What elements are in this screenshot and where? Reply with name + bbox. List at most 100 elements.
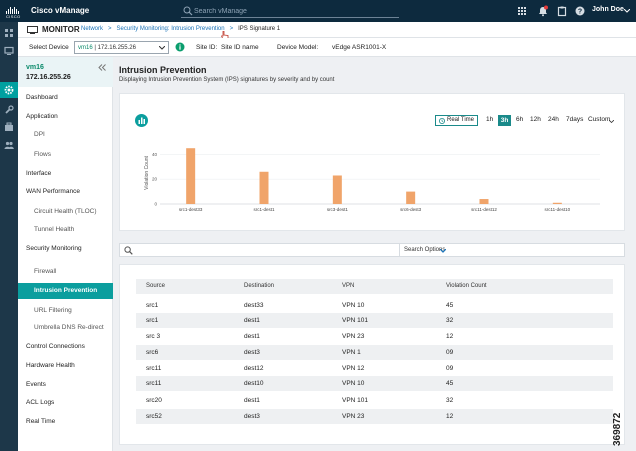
nav-item-acl-logs[interactable]: ACL Logs [18,395,113,411]
table-row[interactable]: src11 dest12 VPN 12 09 [136,361,613,376]
breadcrumb: Network > Security Monitoring: Intrusion P… [81,26,280,32]
tasks-icon[interactable] [556,5,568,17]
chevron-down-icon[interactable] [624,9,630,13]
nav-item-wan-performance[interactable]: WAN Performance [18,184,113,200]
cisco-logo-icon [6,7,19,14]
table-cell: src1 [146,302,159,309]
nav-item-control-connections[interactable]: Control Connections [18,339,113,355]
divider [399,244,400,257]
global-search-input[interactable] [194,5,394,17]
table-cell: dest1 [244,317,260,324]
table-cell: VPN 10 [342,302,365,309]
table-row[interactable]: src11 dest10 VPN 10 45 [136,376,613,391]
table-cell: 45 [446,380,454,387]
nav-item-events[interactable]: Events [18,377,113,393]
device-bar: Select Device vm16 | 172.16.255.26 Site … [18,38,636,57]
chart-bar [552,202,562,204]
violations-table: Source Destination VPN Violation Count src1 d… [119,264,625,445]
column-header[interactable]: Destination [244,283,275,289]
nav-item-application[interactable]: Application [18,109,113,125]
range-3h[interactable]: 3h [498,115,511,126]
nav-item-real-time[interactable]: Real Time [18,414,113,430]
range-6h[interactable]: 6h [516,116,524,123]
table-row[interactable]: src1 dest33 VPN 10 45 [136,298,613,313]
bell-icon[interactable] [537,5,549,17]
chevron-down-icon[interactable] [609,120,614,123]
breadcrumb-network[interactable]: Network [81,26,104,32]
table-cell: dest1 [244,333,260,340]
table-cell: dest3 [244,349,260,356]
table-row[interactable]: src6 dest3 VPN 1 09 [136,345,613,360]
real-time-button[interactable]: Real Time [435,115,478,126]
nav-item-dpi[interactable]: DPI [18,127,113,143]
monitor-icon[interactable] [3,45,15,57]
page-header: MONITOR Network > Security Monitoring: Int… [18,22,636,40]
search-options-button[interactable]: Search Options [404,247,446,253]
gear-icon[interactable] [3,84,15,96]
nav-item-label: DPI [34,131,45,138]
nav-item-dashboard[interactable]: Dashboard [18,90,113,106]
nav-item-security-monitoring[interactable]: Security Monitoring [18,241,113,257]
range-7days[interactable]: 7days [566,116,584,123]
collapse-icon[interactable] [98,64,106,71]
bar-chart-icon[interactable] [135,114,148,127]
nav-item-interface[interactable]: Interface [18,166,113,182]
table-cell: 12 [446,333,454,340]
device-model-value: vEdge ASR1001-X [332,44,387,51]
search-icon [183,6,193,16]
help-icon[interactable]: ? [574,5,586,17]
table-cell: src20 [146,397,162,404]
nav-item-intrusion-prevention[interactable]: Intrusion Prevention [18,283,113,299]
info-icon[interactable] [175,42,185,52]
dashboard-icon[interactable] [3,27,15,39]
nav-item-url-filtering[interactable]: URL Filtering [18,303,113,319]
chevron-down-icon[interactable] [440,249,446,253]
users-icon[interactable] [3,139,15,151]
range-24h[interactable]: 24h [548,116,559,123]
table-row[interactable]: src1 dest1 VPN 101 32 [136,313,613,328]
range-12h[interactable]: 12h [530,116,541,123]
column-header[interactable]: VPN [342,283,355,289]
figure-id: 369872 [612,412,623,446]
table-row[interactable]: src52 dest3 VPN 23 12 [136,409,613,424]
range-1h[interactable]: 1h [486,116,494,123]
device-select[interactable]: vm16 | 172.16.255.26 [74,41,169,54]
table-cell: VPN 101 [342,317,369,324]
table-search-input[interactable] [136,245,396,256]
table-cell: VPN 10 [342,380,365,387]
table-cell: 09 [446,349,454,356]
chart-bar [406,191,416,204]
table-row[interactable]: src 3 dest1 VPN 23 12 [136,329,613,344]
nav-item-firewall[interactable]: Firewall [18,264,113,280]
brand[interactable]: CISCO Cisco vManage [6,3,100,19]
user-menu[interactable]: John Doe [592,6,624,13]
maintenance-icon[interactable] [3,121,15,133]
table-cell: src52 [146,413,162,420]
nav-item-circuit-health-tloc[interactable]: Circuit Health (TLOC) [18,204,113,220]
table-cell: dest33 [244,302,264,309]
clock-icon [439,118,445,124]
y-tick-label: 40 [152,152,158,157]
grid-icon[interactable] [516,5,528,17]
y-tick-label: 20 [152,177,158,182]
nav-item-label: URL Filtering [34,307,72,314]
nav-item-umbrella-dns-re-direct[interactable]: Umbrella DNS Re-direct [18,320,113,336]
nav-item-label: Hardware Health [26,362,75,369]
column-header[interactable]: Violation Count [446,283,487,289]
table-cell: VPN 101 [342,397,369,404]
table-cell: 09 [446,365,454,372]
column-header[interactable]: Source [146,283,166,289]
left-rail [0,22,18,451]
x-tick-label: src3-dest1 [327,207,349,212]
breadcrumb-intrusion-prevention[interactable]: Security Monitoring: Intrusion Preventio… [116,26,225,32]
nav-item-flows[interactable]: Flows [18,147,113,163]
range-custom[interactable]: Custom [588,116,611,123]
nav-item-label: Events [26,381,46,388]
nav-item-tunnel-health[interactable]: Tunnel Health [18,222,113,238]
table-row[interactable]: src20 dest1 VPN 101 32 [136,393,613,408]
nav-item-hardware-health[interactable]: Hardware Health [18,358,113,374]
table-cell: VPN 12 [342,365,365,372]
global-search[interactable] [181,4,399,18]
wrench-icon[interactable] [3,104,15,116]
device-select-value: vm16 | 172.16.255.26 [78,45,136,51]
